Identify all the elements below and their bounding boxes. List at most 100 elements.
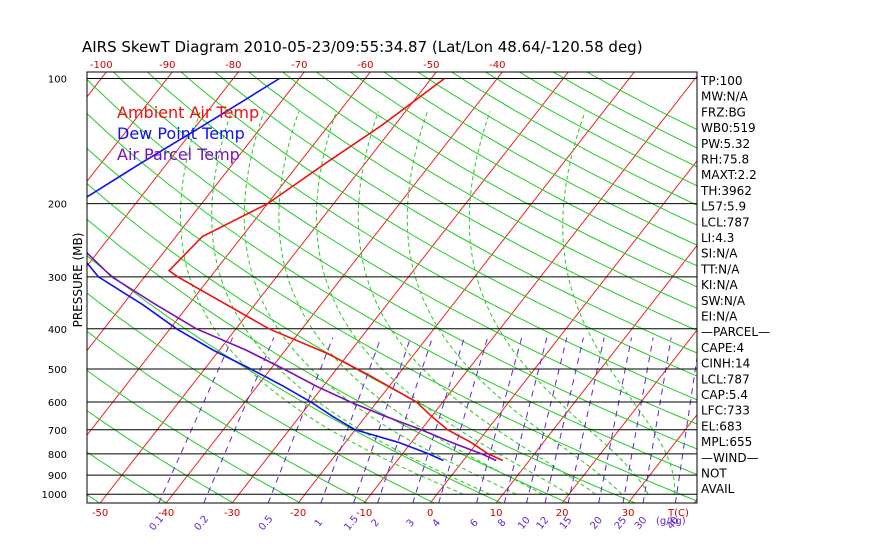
moist-adiabat — [357, 111, 596, 495]
top-temp-tick-label: -90 — [159, 60, 175, 71]
mixing-ratio-unit: (g/kg) — [656, 516, 686, 527]
index-label: SI:N/A — [701, 247, 738, 261]
mixing-ratio-line — [158, 337, 234, 503]
index-label: CAP:5.4 — [701, 388, 748, 402]
index-label: TH:3962 — [700, 184, 752, 198]
moist-adiabat — [243, 111, 517, 495]
background-grid — [87, 72, 697, 503]
dry-adiabat — [87, 330, 368, 503]
pressure-tick-label: 300 — [48, 273, 67, 284]
legend-item: Dew Point Temp — [117, 124, 245, 143]
dry-adiabat — [146, 72, 697, 401]
top-temp-tick-label: -60 — [357, 60, 373, 71]
chart-title: AIRS SkewT Diagram 2010-05-23/09:55:34.8… — [82, 38, 643, 56]
dry-adiabat — [87, 451, 167, 503]
mixing-ratio-label: 8 — [496, 517, 509, 529]
bottom-temp-tick-label: 30 — [622, 508, 635, 519]
mixing-ratio-label: 6 — [468, 517, 481, 529]
index-label: —WIND— — [701, 451, 759, 465]
pressure-tick-label: 600 — [48, 398, 67, 409]
index-label: CINH:14 — [701, 357, 750, 371]
mixing-ratio-line — [412, 337, 465, 503]
index-label: RH:75.8 — [701, 153, 749, 167]
dry-adiabat — [180, 72, 697, 377]
pressure-tick-label: 400 — [48, 325, 67, 336]
pressure-tick-label: 900 — [48, 471, 67, 482]
mixing-ratio-line — [377, 337, 433, 503]
index-label: TT:N/A — [700, 262, 740, 276]
index-label: MW:N/A — [701, 90, 749, 104]
isotherm-line — [627, 413, 697, 503]
index-label: CAPE:4 — [701, 341, 744, 355]
mixing-ratio-line — [267, 337, 334, 503]
pressure-tick-label: 700 — [48, 426, 67, 437]
top-temp-tick-label: -100 — [90, 60, 113, 71]
moist-adiabat — [468, 111, 649, 495]
dry-adiabat — [87, 147, 697, 502]
pressure-tick-label: 500 — [48, 365, 67, 376]
bottom-temp-tick-label: 0 — [427, 508, 433, 519]
bottom-temp-tick-label: -40 — [158, 508, 174, 519]
isotherm-line — [561, 329, 697, 503]
pressure-tick-label: 1000 — [42, 490, 67, 501]
ambient-air-temp-line — [167, 77, 504, 462]
dry-adiabat — [87, 113, 697, 476]
index-label: EI:N/A — [701, 310, 738, 324]
top-temp-tick-label: -50 — [423, 60, 439, 71]
dew-point-temp-line — [87, 77, 444, 462]
pressure-tick-label: 200 — [48, 200, 67, 211]
index-label: LFC:733 — [701, 404, 750, 418]
isotherm-line — [495, 244, 697, 503]
mixing-ratio-line — [320, 337, 382, 503]
index-label: AVAIL — [701, 482, 735, 496]
mixing-ratio-label: 3 — [405, 517, 418, 529]
isotherm-line — [363, 75, 697, 503]
isotherm-line — [87, 72, 173, 183]
mixing-ratio-line — [353, 337, 412, 503]
pressure-tick-label: 100 — [48, 74, 67, 85]
moist-adiabat — [562, 111, 676, 495]
mixing-ratio-line — [203, 337, 275, 503]
indices-panel: TP:100MW:N/AFRZ:BGWB0:519PW:5.32RH:75.8M… — [700, 74, 770, 496]
dry-adiabat — [281, 72, 697, 309]
isotherm-line — [99, 72, 437, 503]
mixing-ratio-label: 4 — [430, 517, 443, 529]
dry-adiabat — [87, 410, 234, 503]
isotherm-line — [297, 72, 635, 503]
dry-adiabat — [87, 78, 697, 450]
index-label: L57:5.9 — [701, 200, 746, 214]
index-label: SW:N/A — [701, 294, 746, 308]
dry-adiabat — [112, 72, 697, 425]
moist-adiabat — [180, 111, 464, 495]
bottom-temp-tick-label: -30 — [224, 508, 240, 519]
index-label: LCL:787 — [701, 215, 750, 229]
index-label: LCL:787 — [701, 372, 750, 386]
bottom-temp-tick-label: -20 — [290, 508, 306, 519]
moist-adiabat — [211, 111, 491, 495]
top-temp-tick-label: -40 — [489, 60, 505, 71]
isotherm-line — [87, 72, 239, 267]
profile-lines — [87, 77, 504, 462]
legend: Ambient Air Temp Dew Point Temp Air Parcel… — [117, 103, 259, 164]
dry-adiabat — [315, 72, 697, 288]
top-temp-tick-label: -70 — [291, 60, 307, 71]
mixing-ratio-label: 1 — [313, 517, 326, 529]
moist-adiabat — [278, 111, 543, 495]
index-label: LI:4.3 — [701, 231, 734, 245]
isotherm-line — [429, 160, 697, 503]
dry-adiabat — [214, 72, 697, 354]
mixing-ratio-label: 2 — [369, 517, 382, 529]
axes-frame — [86, 71, 698, 504]
index-label: —PARCEL— — [701, 325, 770, 339]
bottom-temp-tick-label: -10 — [356, 508, 372, 519]
index-label: NOT — [701, 467, 727, 481]
index-label: PW:5.32 — [701, 137, 750, 151]
mixing-ratio-line — [438, 337, 489, 503]
x-axis-label: T(C) — [667, 508, 689, 519]
index-label: MAXT:2.2 — [701, 168, 757, 182]
legend-item: Ambient Air Temp — [117, 103, 259, 122]
dry-adiabat — [383, 72, 697, 246]
isotherm-line — [87, 72, 371, 437]
pressure-tick-label: 800 — [48, 450, 67, 461]
